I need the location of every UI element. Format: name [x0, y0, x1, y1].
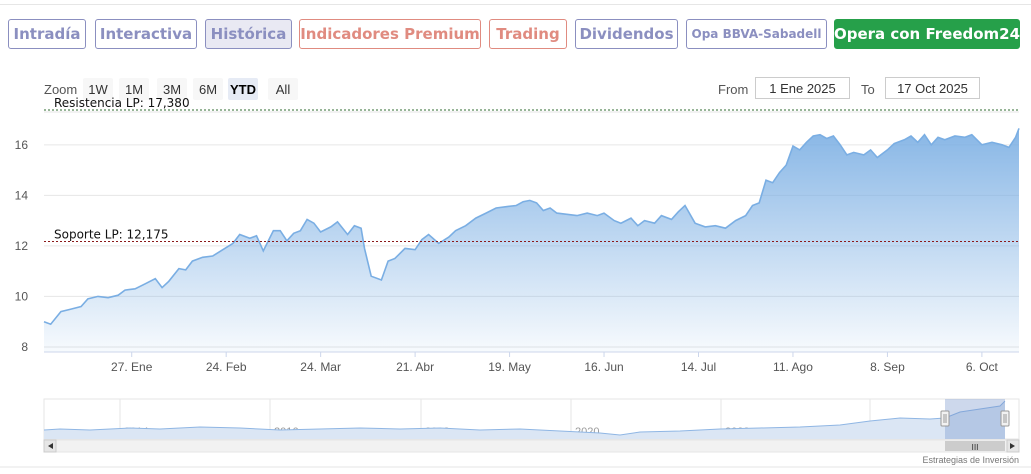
from-label: From: [718, 82, 749, 97]
navigator-selection[interactable]: [945, 399, 1005, 439]
tab-interactiva[interactable]: Interactiva: [95, 19, 197, 49]
x-tick-label: 8. Sep: [870, 360, 905, 374]
x-tick-label: 21. Abr: [396, 360, 434, 374]
reference-line-label: Soporte LP: 12,175: [54, 227, 169, 241]
tab-opa-bbva-sabadell[interactable]: Opa BBVA-Sabadell: [686, 19, 827, 49]
arrow-right-icon: [1010, 443, 1015, 449]
zoom-1w-button[interactable]: 1W: [83, 78, 113, 100]
zoom-label: Zoom: [44, 82, 78, 97]
navigator-right-handle[interactable]: [1000, 410, 1010, 427]
top-divider: [0, 4, 1031, 5]
scrollbar-grip-icon: III: [971, 443, 978, 452]
x-tick-label: 16. Jun: [584, 360, 623, 374]
zoom-1m-button[interactable]: 1M: [119, 78, 149, 100]
zoom-ytd-button[interactable]: YTD: [228, 78, 258, 100]
navigator-line: [43, 400, 1006, 436]
x-tick-label: 24. Mar: [300, 360, 341, 374]
tab-intradía[interactable]: Intradía: [8, 19, 86, 49]
zoom-6m-button[interactable]: 6M: [193, 78, 223, 100]
arrow-left-icon: [48, 443, 53, 449]
x-tick-label: 19. May: [488, 360, 531, 374]
navigator-scrollbar-thumb[interactable]: [945, 441, 1005, 451]
chart-credit: Estrategias de Inversión: [922, 455, 1019, 465]
y-tick-label: 14: [15, 188, 29, 202]
from-date-input[interactable]: [755, 77, 850, 99]
tab-histórica[interactable]: Histórica: [205, 19, 292, 49]
x-tick-label: 24. Feb: [206, 360, 247, 374]
tab-dividendos[interactable]: Dividendos: [575, 19, 678, 49]
navigator-area: [44, 401, 1005, 439]
navigator-scrollbar-track[interactable]: [43, 439, 1020, 453]
x-tick-label: 6. Oct: [966, 360, 999, 374]
navigator-left-handle[interactable]: [940, 410, 950, 427]
to-label: To: [861, 82, 875, 97]
tab-trading[interactable]: Trading: [489, 19, 567, 49]
y-tick-label: 16: [15, 138, 29, 152]
y-tick-label: 12: [15, 239, 29, 253]
tab-opera-con-freedom24[interactable]: Opera con Freedom24: [834, 19, 1020, 49]
x-tick-label: 11. Ago: [773, 360, 813, 374]
x-tick-label: 14. Jul: [681, 360, 716, 374]
series-line: [43, 128, 1020, 326]
zoom-all-button[interactable]: All: [268, 78, 298, 100]
to-date-input[interactable]: [885, 77, 980, 99]
tab-indicadores-premium[interactable]: Indicadores Premium: [299, 19, 481, 49]
x-tick-label: 27. Ene: [111, 360, 153, 374]
y-tick-label: 8: [21, 340, 28, 354]
reference-line-label: Resistencia LP: 17,380: [54, 96, 190, 110]
zoom-3m-button[interactable]: 3M: [157, 78, 187, 100]
y-tick-label: 10: [15, 289, 29, 303]
series-area: [44, 128, 1019, 352]
